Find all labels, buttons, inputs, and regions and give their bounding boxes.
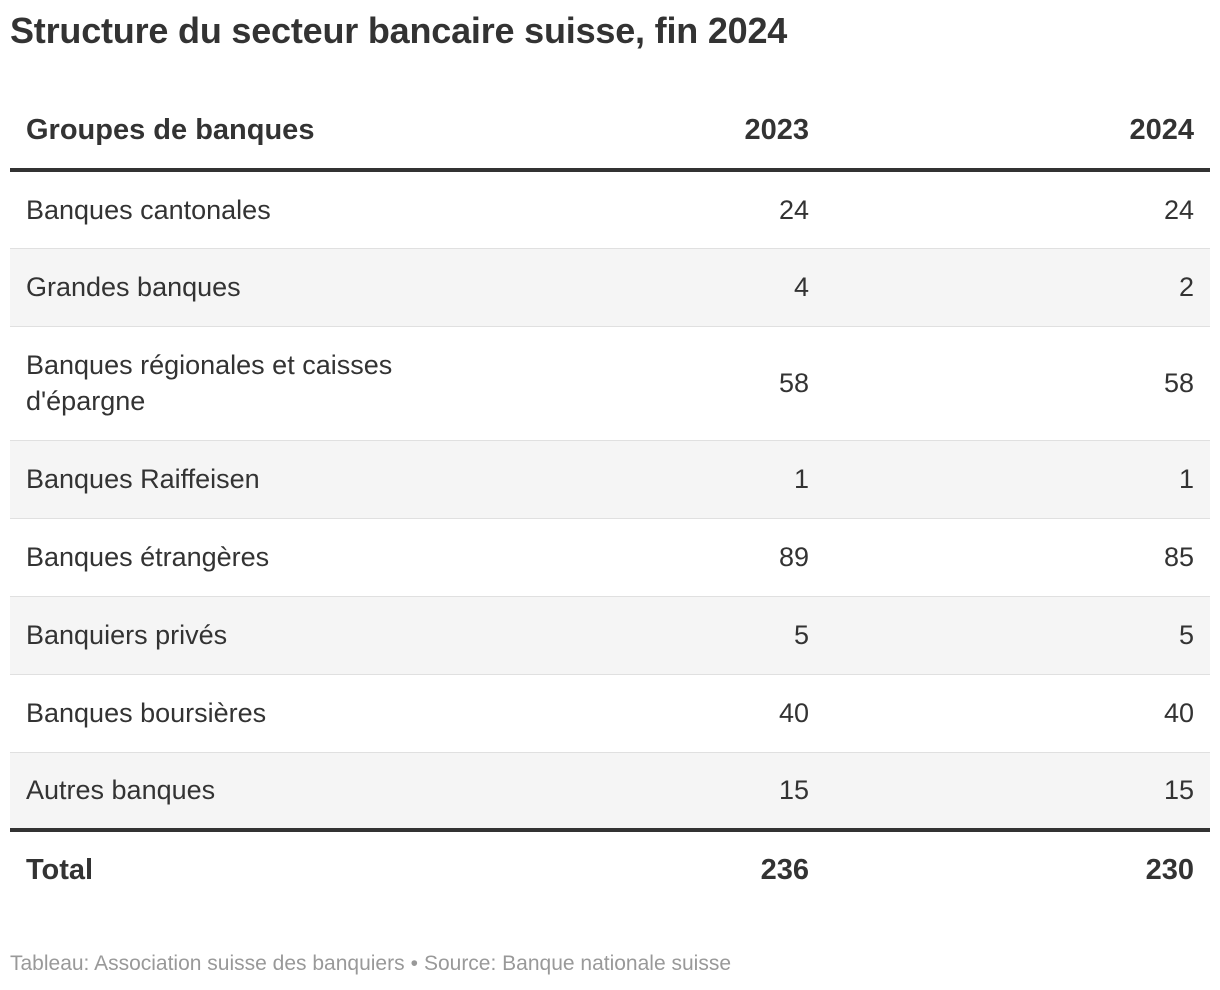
row-label: Autres banques [10, 752, 430, 832]
value-2023: 4 [430, 248, 825, 327]
table-body: Banques cantonales 24 24 Grandes banques… [10, 170, 1210, 832]
value-2024: 85 [825, 518, 1210, 597]
row-label: Banques régionales et caisses d'épargne [10, 326, 430, 441]
row-label: Banques boursières [10, 674, 430, 753]
total-2023: 236 [760, 853, 809, 886]
table-row: Banques étrangères 89 85 [10, 518, 1210, 597]
value-2024: 2 [825, 248, 1210, 327]
value-2023: 40 [430, 674, 825, 753]
table-row: Banques régionales et caisses d'épargne … [10, 326, 1210, 441]
row-label: Grandes banques [10, 248, 430, 327]
total-2024: 230 [1145, 853, 1194, 886]
row-label: Banques Raiffeisen [10, 440, 430, 519]
table-row: Grandes banques 4 2 [10, 248, 1210, 327]
table-header: Groupes de banques 2023 2024 [10, 92, 1210, 172]
row-label: Banques cantonales [10, 170, 430, 249]
value-2024: 58 [825, 326, 1210, 441]
table-row: Autres banques 15 15 [10, 752, 1210, 832]
value-2024: 24 [825, 170, 1210, 249]
header-2024: 2024 [825, 92, 1210, 172]
data-source: Source: Banque nationale suisse [423, 952, 731, 975]
value-2023: 15 [430, 752, 825, 832]
value-2024: 15 [825, 752, 1210, 832]
row-label: Banques étrangères [10, 518, 430, 597]
value-2023: 5 [430, 596, 825, 675]
value-2024: 5 [825, 596, 1210, 675]
value-2023: 1 [430, 440, 825, 519]
header-2023: 2023 [430, 92, 825, 172]
value-2024: 1 [825, 440, 1210, 519]
table-row: Banques Raiffeisen 1 1 [10, 440, 1210, 519]
table-row: Banquiers privés 5 5 [10, 596, 1210, 675]
table-credit: Tableau: Association suisse des banquier… [10, 952, 405, 975]
total-label: Total [26, 853, 94, 886]
header-row: Groupes de banques 2023 2024 [10, 92, 1210, 172]
separator-dot: • [410, 952, 418, 975]
total-row: Total 236 230 [10, 830, 1210, 908]
table-footer: Total 236 230 [10, 830, 1210, 908]
header-groups: Groupes de banques [10, 92, 430, 172]
value-2024: 40 [825, 674, 1210, 753]
table-row: Banques cantonales 24 24 [10, 170, 1210, 249]
value-2023: 58 [430, 326, 825, 441]
value-2023: 89 [430, 518, 825, 597]
value-2023: 24 [430, 170, 825, 249]
page-title: Structure du secteur bancaire suisse, fi… [10, 10, 788, 51]
source-note: Tableau: Association suisse des banquier… [10, 952, 731, 976]
row-label: Banquiers privés [10, 596, 430, 675]
table-row: Banques boursières 40 40 [10, 674, 1210, 753]
bank-structure-table: Groupes de banques 2023 2024 Banques can… [10, 92, 1210, 908]
